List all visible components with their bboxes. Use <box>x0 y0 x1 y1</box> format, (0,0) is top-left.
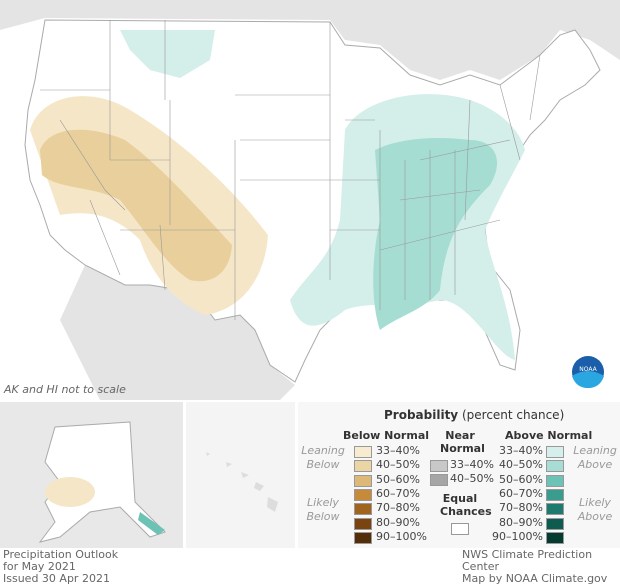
above-40-50-east <box>373 138 498 330</box>
us-map: NOAA <box>0 0 620 400</box>
below-label: 80–90% <box>376 515 420 529</box>
below-swatch <box>354 488 372 501</box>
above-label: 50–60% <box>499 472 543 486</box>
above-swatch <box>546 474 564 487</box>
likely-above-label: Likely Above <box>577 496 613 523</box>
above-label: 80–90% <box>499 515 543 529</box>
below-label: 33–40% <box>376 444 420 457</box>
above-label: 40–50% <box>499 458 543 472</box>
near-label: 40–50% <box>450 472 494 486</box>
near-normal-heading: Near Normal <box>440 429 485 455</box>
below-swatch <box>354 517 372 530</box>
below-swatch <box>354 503 372 516</box>
outlook-title: Precipitation Outlook <box>3 548 119 561</box>
equal-chances-swatch <box>451 523 469 535</box>
footer-right: NWS Climate Prediction Center Map by NOA… <box>462 549 620 585</box>
credit-climate-gov: Map by NOAA Climate.gov <box>462 572 608 585</box>
above-label: 90–100% <box>492 529 543 543</box>
below-label: 50–60% <box>376 472 420 486</box>
above-label: 33–40% <box>499 444 543 457</box>
state-borders <box>40 20 541 320</box>
above-swatch <box>546 460 564 473</box>
issue-date: Issued 30 Apr 2021 <box>3 572 110 585</box>
above-normal-heading: Above Normal <box>505 429 593 442</box>
below-label: 60–70% <box>376 486 420 500</box>
below-normal-heading: Below Normal <box>343 429 430 442</box>
above-swatch <box>546 488 564 501</box>
near-label: 33–40% <box>450 458 494 471</box>
legend-subtitle: (percent chance) <box>461 408 565 422</box>
noaa-logo: NOAA <box>572 356 604 388</box>
leaning-below-label: Leaning Below <box>301 444 345 471</box>
above-label: 70–80% <box>499 501 543 515</box>
credit-cpc: NWS Climate Prediction Center <box>462 548 593 573</box>
above-swatch <box>546 517 564 530</box>
outlook-period: for May 2021 <box>3 560 76 573</box>
legend-title: Probability <box>384 408 459 422</box>
below-label: 70–80% <box>376 501 420 515</box>
alaska-leaning-below <box>45 477 95 507</box>
above-swatch <box>546 531 564 544</box>
equal-chances-heading: Equal Chances <box>440 492 492 518</box>
alaska-inset <box>0 402 183 548</box>
below-swatch <box>354 531 372 544</box>
footer-left: Precipitation Outlook for May 2021 Issue… <box>3 549 118 585</box>
svg-text:NOAA: NOAA <box>579 366 597 373</box>
leaning-above-label: Leaning Above <box>573 444 617 471</box>
scale-note: AK and HI not to scale <box>4 383 126 396</box>
below-swatch <box>354 460 372 473</box>
mexico-land <box>60 265 295 400</box>
below-40-50-region <box>40 129 232 282</box>
above-swatch <box>546 503 564 516</box>
legend: Probability (percent chance) Below Norma… <box>298 402 620 548</box>
alaska-above <box>138 512 165 535</box>
near-swatch <box>430 474 448 487</box>
hawaii-inset <box>186 402 295 548</box>
below-label: 90–100% <box>376 529 427 543</box>
above-label: 60–70% <box>499 486 543 500</box>
below-swatch <box>354 474 372 487</box>
canada-land <box>0 0 620 80</box>
above-swatch <box>546 446 564 458</box>
likely-below-label: Likely Below <box>306 496 340 523</box>
below-label: 40–50% <box>376 458 420 472</box>
below-swatch <box>354 446 372 458</box>
near-swatch <box>430 460 448 472</box>
leaning-above-montana <box>120 30 215 78</box>
